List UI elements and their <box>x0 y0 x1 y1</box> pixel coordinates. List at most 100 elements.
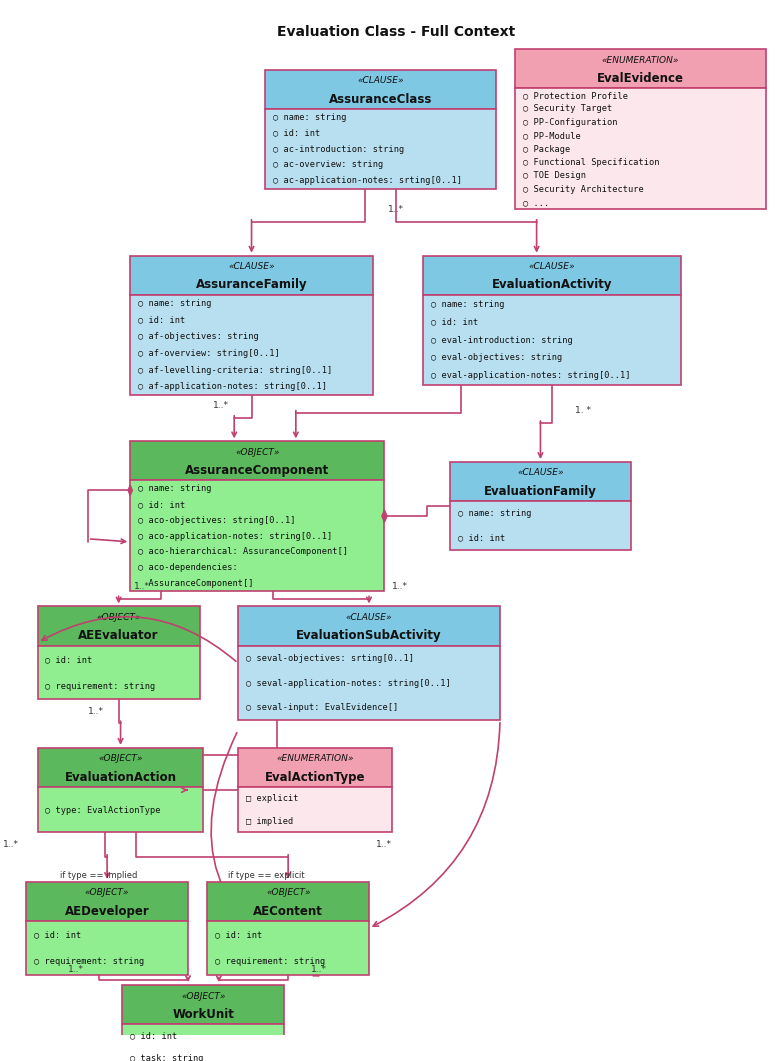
Text: «ENUMERATION»: «ENUMERATION» <box>602 55 679 65</box>
Text: ○ requirement: string: ○ requirement: string <box>34 957 144 967</box>
Text: ○ Functional Specification: ○ Functional Specification <box>523 158 659 167</box>
Bar <box>238 748 392 787</box>
Bar <box>122 985 285 1024</box>
Text: ○ ac-application-notes: srting[0..1]: ○ ac-application-notes: srting[0..1] <box>273 176 462 186</box>
Text: ○ TOE Design: ○ TOE Design <box>523 172 586 180</box>
Text: ○ id: int: ○ id: int <box>34 930 81 940</box>
Text: ○ PP-Module: ○ PP-Module <box>523 132 581 140</box>
Text: ○ ac-introduction: string: ○ ac-introduction: string <box>273 144 404 154</box>
Text: ○ af-objectives: string: ○ af-objectives: string <box>138 332 259 342</box>
Text: AEContent: AEContent <box>253 905 323 918</box>
Bar <box>26 921 188 975</box>
Text: «OBJECT»: «OBJECT» <box>235 448 280 457</box>
Text: □ implied: □ implied <box>245 817 293 825</box>
Bar <box>515 49 766 88</box>
Text: ○ id: int: ○ id: int <box>273 128 320 138</box>
Bar <box>238 787 392 832</box>
Bar <box>265 109 496 189</box>
Text: ○ aco-application-notes: string[0..1]: ○ aco-application-notes: string[0..1] <box>138 532 332 540</box>
Bar <box>265 70 496 109</box>
Text: «ENUMERATION»: «ENUMERATION» <box>277 754 354 763</box>
Text: WorkUnit: WorkUnit <box>172 1008 234 1021</box>
Text: 1..*: 1..* <box>392 581 408 591</box>
Text: 1..*: 1..* <box>212 401 229 411</box>
Text: «CLAUSE»: «CLAUSE» <box>528 262 575 271</box>
Bar <box>238 645 500 719</box>
Text: 1..*: 1..* <box>134 581 150 591</box>
Bar <box>423 295 681 384</box>
Text: EvalActionType: EvalActionType <box>265 770 365 784</box>
Text: ○ id: int: ○ id: int <box>215 930 262 940</box>
Text: «CLAUSE»: «CLAUSE» <box>346 613 392 622</box>
Text: 1..*: 1..* <box>376 840 393 849</box>
Text: 1..*: 1..* <box>311 966 327 974</box>
Text: 1..*: 1..* <box>388 205 404 214</box>
Text: ○ Security Target: ○ Security Target <box>523 104 612 114</box>
Text: ○ aco-dependencies:: ○ aco-dependencies: <box>138 563 238 572</box>
Text: ○ eval-introduction: string: ○ eval-introduction: string <box>430 335 572 345</box>
Bar <box>207 921 369 975</box>
Text: ○ id: int: ○ id: int <box>138 500 185 509</box>
Text: □ explicit: □ explicit <box>245 795 298 803</box>
Text: ○ requirement: string: ○ requirement: string <box>215 957 325 967</box>
Text: «CLAUSE»: «CLAUSE» <box>358 76 404 85</box>
Text: ○ ...: ○ ... <box>523 198 550 207</box>
Text: ○ aco-objectives: string[0..1]: ○ aco-objectives: string[0..1] <box>138 516 296 525</box>
Text: 1..*: 1..* <box>3 840 19 849</box>
Text: ○ task: string: ○ task: string <box>130 1055 204 1061</box>
Text: ○ eval-objectives: string: ○ eval-objectives: string <box>430 353 562 363</box>
Text: ○ seval-objectives: srting[0..1]: ○ seval-objectives: srting[0..1] <box>245 654 414 663</box>
Text: ○ ac-overview: string: ○ ac-overview: string <box>273 160 383 170</box>
Text: ○ type: EvalActionType: ○ type: EvalActionType <box>45 806 161 815</box>
Bar <box>238 607 500 645</box>
Text: ○ Security Architecture: ○ Security Architecture <box>523 185 644 194</box>
Text: AEEvaluator: AEEvaluator <box>78 629 159 642</box>
Text: ○ PP-Configuration: ○ PP-Configuration <box>523 118 618 126</box>
Bar <box>38 748 203 787</box>
Text: ○ seval-application-notes: string[0..1]: ○ seval-application-notes: string[0..1] <box>245 679 451 688</box>
Text: «OBJECT»: «OBJECT» <box>98 754 143 763</box>
Text: «OBJECT»: «OBJECT» <box>85 888 129 898</box>
Text: if type == explicit: if type == explicit <box>227 871 304 881</box>
Text: ○ requirement: string: ○ requirement: string <box>45 682 156 691</box>
Text: ○ id: int: ○ id: int <box>430 317 478 327</box>
Text: ○ af-application-notes: string[0..1]: ○ af-application-notes: string[0..1] <box>138 382 327 392</box>
Bar <box>130 481 384 591</box>
Text: EvaluationFamily: EvaluationFamily <box>484 485 597 498</box>
Text: AssuranceClass: AssuranceClass <box>329 92 432 106</box>
Bar <box>207 882 369 921</box>
Text: ○ af-overview: string[0..1]: ○ af-overview: string[0..1] <box>138 349 280 358</box>
Text: «CLAUSE»: «CLAUSE» <box>228 262 274 271</box>
Text: AssuranceComponent[]: AssuranceComponent[] <box>138 579 253 588</box>
Text: 1..*: 1..* <box>68 966 84 974</box>
Text: ○ name: string: ○ name: string <box>430 299 504 309</box>
Bar <box>38 787 203 832</box>
Text: «CLAUSE»: «CLAUSE» <box>517 468 564 477</box>
Bar <box>130 295 373 395</box>
Bar <box>26 882 188 921</box>
Bar <box>515 88 766 209</box>
Text: EvaluationAction: EvaluationAction <box>64 770 176 784</box>
Text: «OBJECT»: «OBJECT» <box>266 888 310 898</box>
Text: EvalEvidence: EvalEvidence <box>597 72 684 85</box>
Text: ○ name: string: ○ name: string <box>138 299 212 308</box>
Polygon shape <box>382 510 387 522</box>
Text: if type == implied: if type == implied <box>60 871 137 881</box>
Text: ○ Package: ○ Package <box>523 144 571 154</box>
Text: AssuranceComponent: AssuranceComponent <box>185 465 329 477</box>
Text: Evaluation Class - Full Context: Evaluation Class - Full Context <box>277 25 515 39</box>
Bar <box>450 462 631 501</box>
Text: ○ id: int: ○ id: int <box>130 1031 177 1041</box>
Text: ○ id: int: ○ id: int <box>458 534 505 542</box>
Text: ○ name: string: ○ name: string <box>458 509 531 518</box>
Text: EvaluationActivity: EvaluationActivity <box>492 278 612 292</box>
Bar <box>122 1024 285 1061</box>
Text: «OBJECT»: «OBJECT» <box>96 613 141 622</box>
Text: ○ Protection Profile: ○ Protection Profile <box>523 91 628 100</box>
Text: ○ af-levelling-criteria: string[0..1]: ○ af-levelling-criteria: string[0..1] <box>138 366 332 375</box>
Text: ○ name: string: ○ name: string <box>273 112 347 122</box>
Text: ○ name: string: ○ name: string <box>138 484 212 493</box>
Text: ○ aco-hierarchical: AssuranceComponent[]: ○ aco-hierarchical: AssuranceComponent[] <box>138 547 348 556</box>
Text: ○ eval-application-notes: string[0..1]: ○ eval-application-notes: string[0..1] <box>430 371 630 381</box>
Bar <box>130 441 384 481</box>
